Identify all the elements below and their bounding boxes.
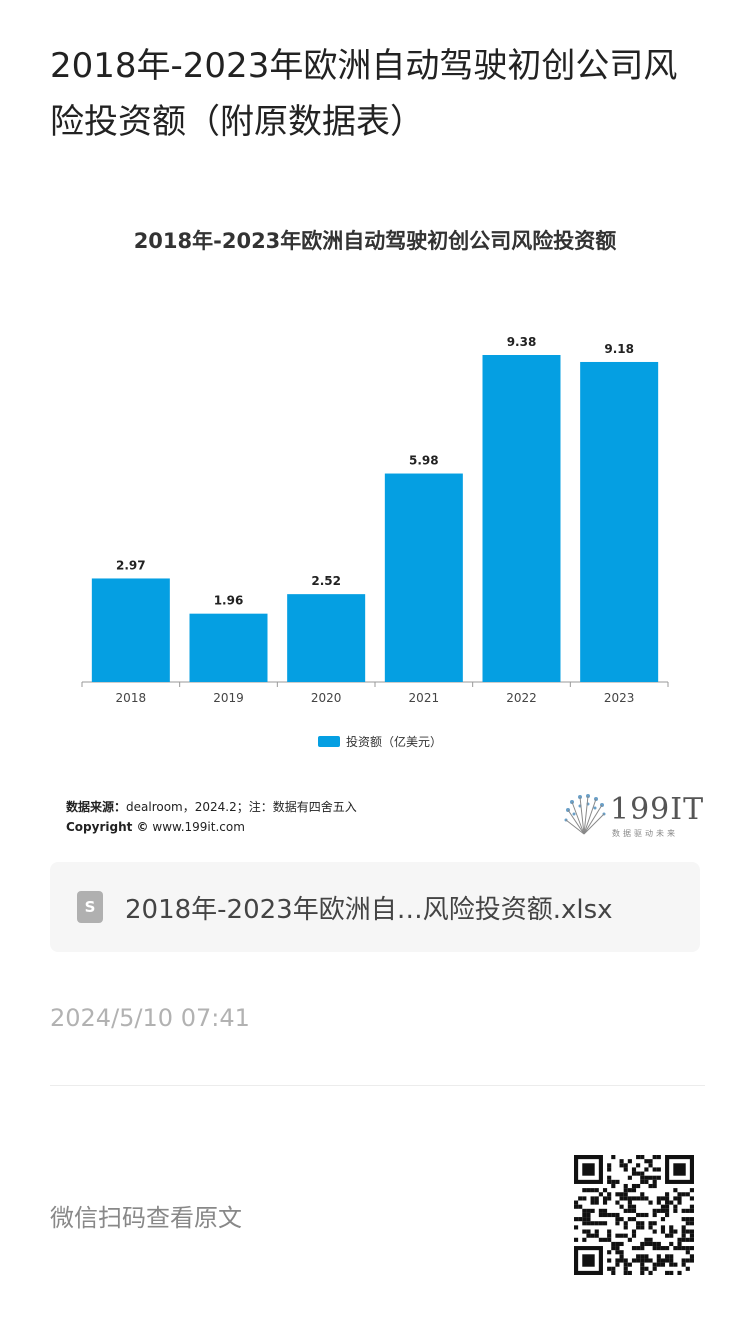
x-tick-label-2019: 2019 [213, 691, 244, 705]
chart-legend: 投资额（亿美元） [318, 733, 442, 750]
x-tick-label-2021: 2021 [409, 691, 440, 705]
data-label-2020: 2.52 [311, 574, 341, 588]
data-label-2022: 9.38 [507, 335, 537, 349]
x-tick-label-2023: 2023 [604, 691, 635, 705]
attachment-file[interactable]: S 2018年-2023年欧洲自…风险投资额.xlsx [50, 862, 700, 952]
chart-title: 2018年-2023年欧洲自动驾驶初创公司风险投资额 [133, 229, 617, 253]
data-source: 数据来源：dealroom，2024.2；注：数据有四舍五入 Copyright… [66, 797, 357, 837]
spreadsheet-icon: S [77, 891, 103, 923]
x-tick-label-2022: 2022 [506, 691, 537, 705]
chart-card: 2018年-2023年欧洲自动驾驶初创公司风险投资额 2.97 2018 1.96 2… [50, 205, 703, 845]
file-name: 2018年-2023年欧洲自…风险投资额.xlsx [125, 894, 613, 925]
brand-tagline: 数据驱动未来 [612, 829, 678, 838]
source-text: dealroom，2024.2；注：数据有四舍五入 [126, 800, 357, 814]
legend-swatch [318, 736, 340, 747]
brand-logo: 199IT 数据驱动未来 [560, 790, 703, 838]
page-title: 2018年-2023年欧洲自动驾驶初创公司风险投资额（附原数据表） [50, 46, 678, 142]
x-tick-label-2020: 2020 [311, 691, 342, 705]
source-label: 数据来源： [66, 800, 127, 814]
qr-caption: 微信扫码查看原文 [50, 1204, 242, 1232]
bar-2021 [384, 473, 463, 682]
data-label-2021: 5.98 [409, 454, 439, 468]
brand-name: 199IT [610, 792, 705, 827]
data-label-2018: 2.97 [116, 558, 146, 572]
copyright-label: Copyright © [66, 820, 149, 834]
bar-2023 [580, 361, 659, 682]
dandelion-logo-icon [564, 794, 606, 835]
publish-timestamp: 2024/5/10 07:41 [50, 1004, 250, 1032]
qr-code-icon[interactable] [574, 1155, 694, 1275]
bar-2020 [287, 594, 366, 682]
copyright-text: www.199it.com [152, 820, 245, 834]
divider [50, 1085, 705, 1086]
data-label-2023: 9.18 [604, 342, 634, 356]
x-tick-label-2018: 2018 [116, 691, 147, 705]
legend-label: 投资额（亿美元） [346, 735, 443, 749]
data-label-2019: 1.96 [214, 594, 244, 608]
bar-2018 [91, 578, 170, 682]
bar-2022 [482, 355, 561, 682]
bar-chart: 2.97 2018 1.96 2019 2.52 2020 5.98 2021 9.38 2022… [81, 335, 669, 705]
bar-2019 [189, 613, 268, 682]
